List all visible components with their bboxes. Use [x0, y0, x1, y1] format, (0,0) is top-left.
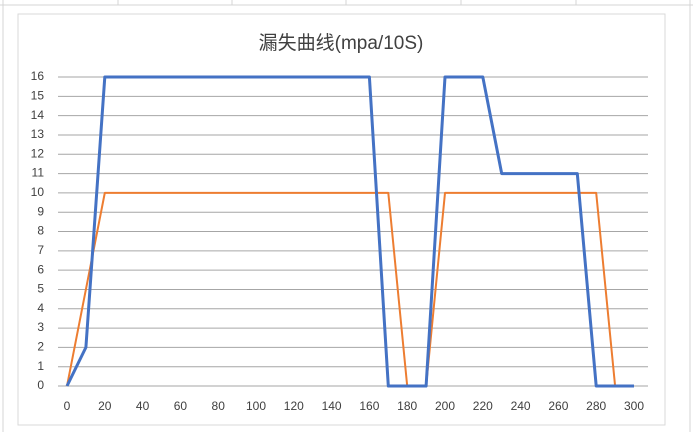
x-tick-label: 180: [397, 399, 417, 413]
series-line: [66, 191, 617, 387]
y-tick-label: 14: [31, 108, 45, 122]
x-tick-label: 160: [359, 399, 379, 413]
y-tick-label: 11: [32, 166, 45, 180]
y-tick-label: 5: [37, 282, 44, 296]
x-tick-label: 20: [98, 399, 112, 413]
x-tick-label: 260: [548, 399, 568, 413]
y-tick-label: 7: [37, 243, 44, 257]
x-tick-label: 200: [435, 399, 455, 413]
x-tick-label: 280: [586, 399, 606, 413]
chart-title: 漏失曲线(mpa/10S): [259, 32, 424, 54]
x-tick-label: 80: [212, 399, 226, 413]
x-tick-label: 220: [473, 399, 493, 413]
x-tick-label: 40: [136, 399, 150, 413]
y-tick-label: 6: [37, 262, 44, 276]
chart-frame: [17, 13, 666, 426]
x-tick-label: 140: [322, 399, 342, 413]
y-tick-label: 16: [31, 69, 45, 83]
y-tick-label: 0: [37, 378, 44, 392]
x-tick-label: 120: [284, 399, 304, 413]
x-tick-label: 60: [174, 399, 188, 413]
x-tick-label: 100: [246, 399, 266, 413]
y-tick-label: 13: [31, 127, 45, 141]
y-tick-label: 3: [37, 320, 44, 334]
x-tick-label: 0: [64, 399, 71, 413]
x-tick-label: 300: [624, 399, 644, 413]
y-tick-label: 2: [37, 340, 44, 354]
y-tick-label: 10: [31, 185, 45, 199]
y-tick-label: 8: [37, 224, 44, 238]
series-line: [65, 75, 634, 388]
y-tick-label: 12: [31, 146, 45, 160]
y-tick-label: 9: [37, 204, 44, 218]
y-tick-label: 15: [31, 88, 45, 102]
y-tick-label: 1: [37, 359, 44, 373]
x-tick-label: 240: [511, 399, 531, 413]
y-tick-label: 4: [37, 301, 44, 315]
